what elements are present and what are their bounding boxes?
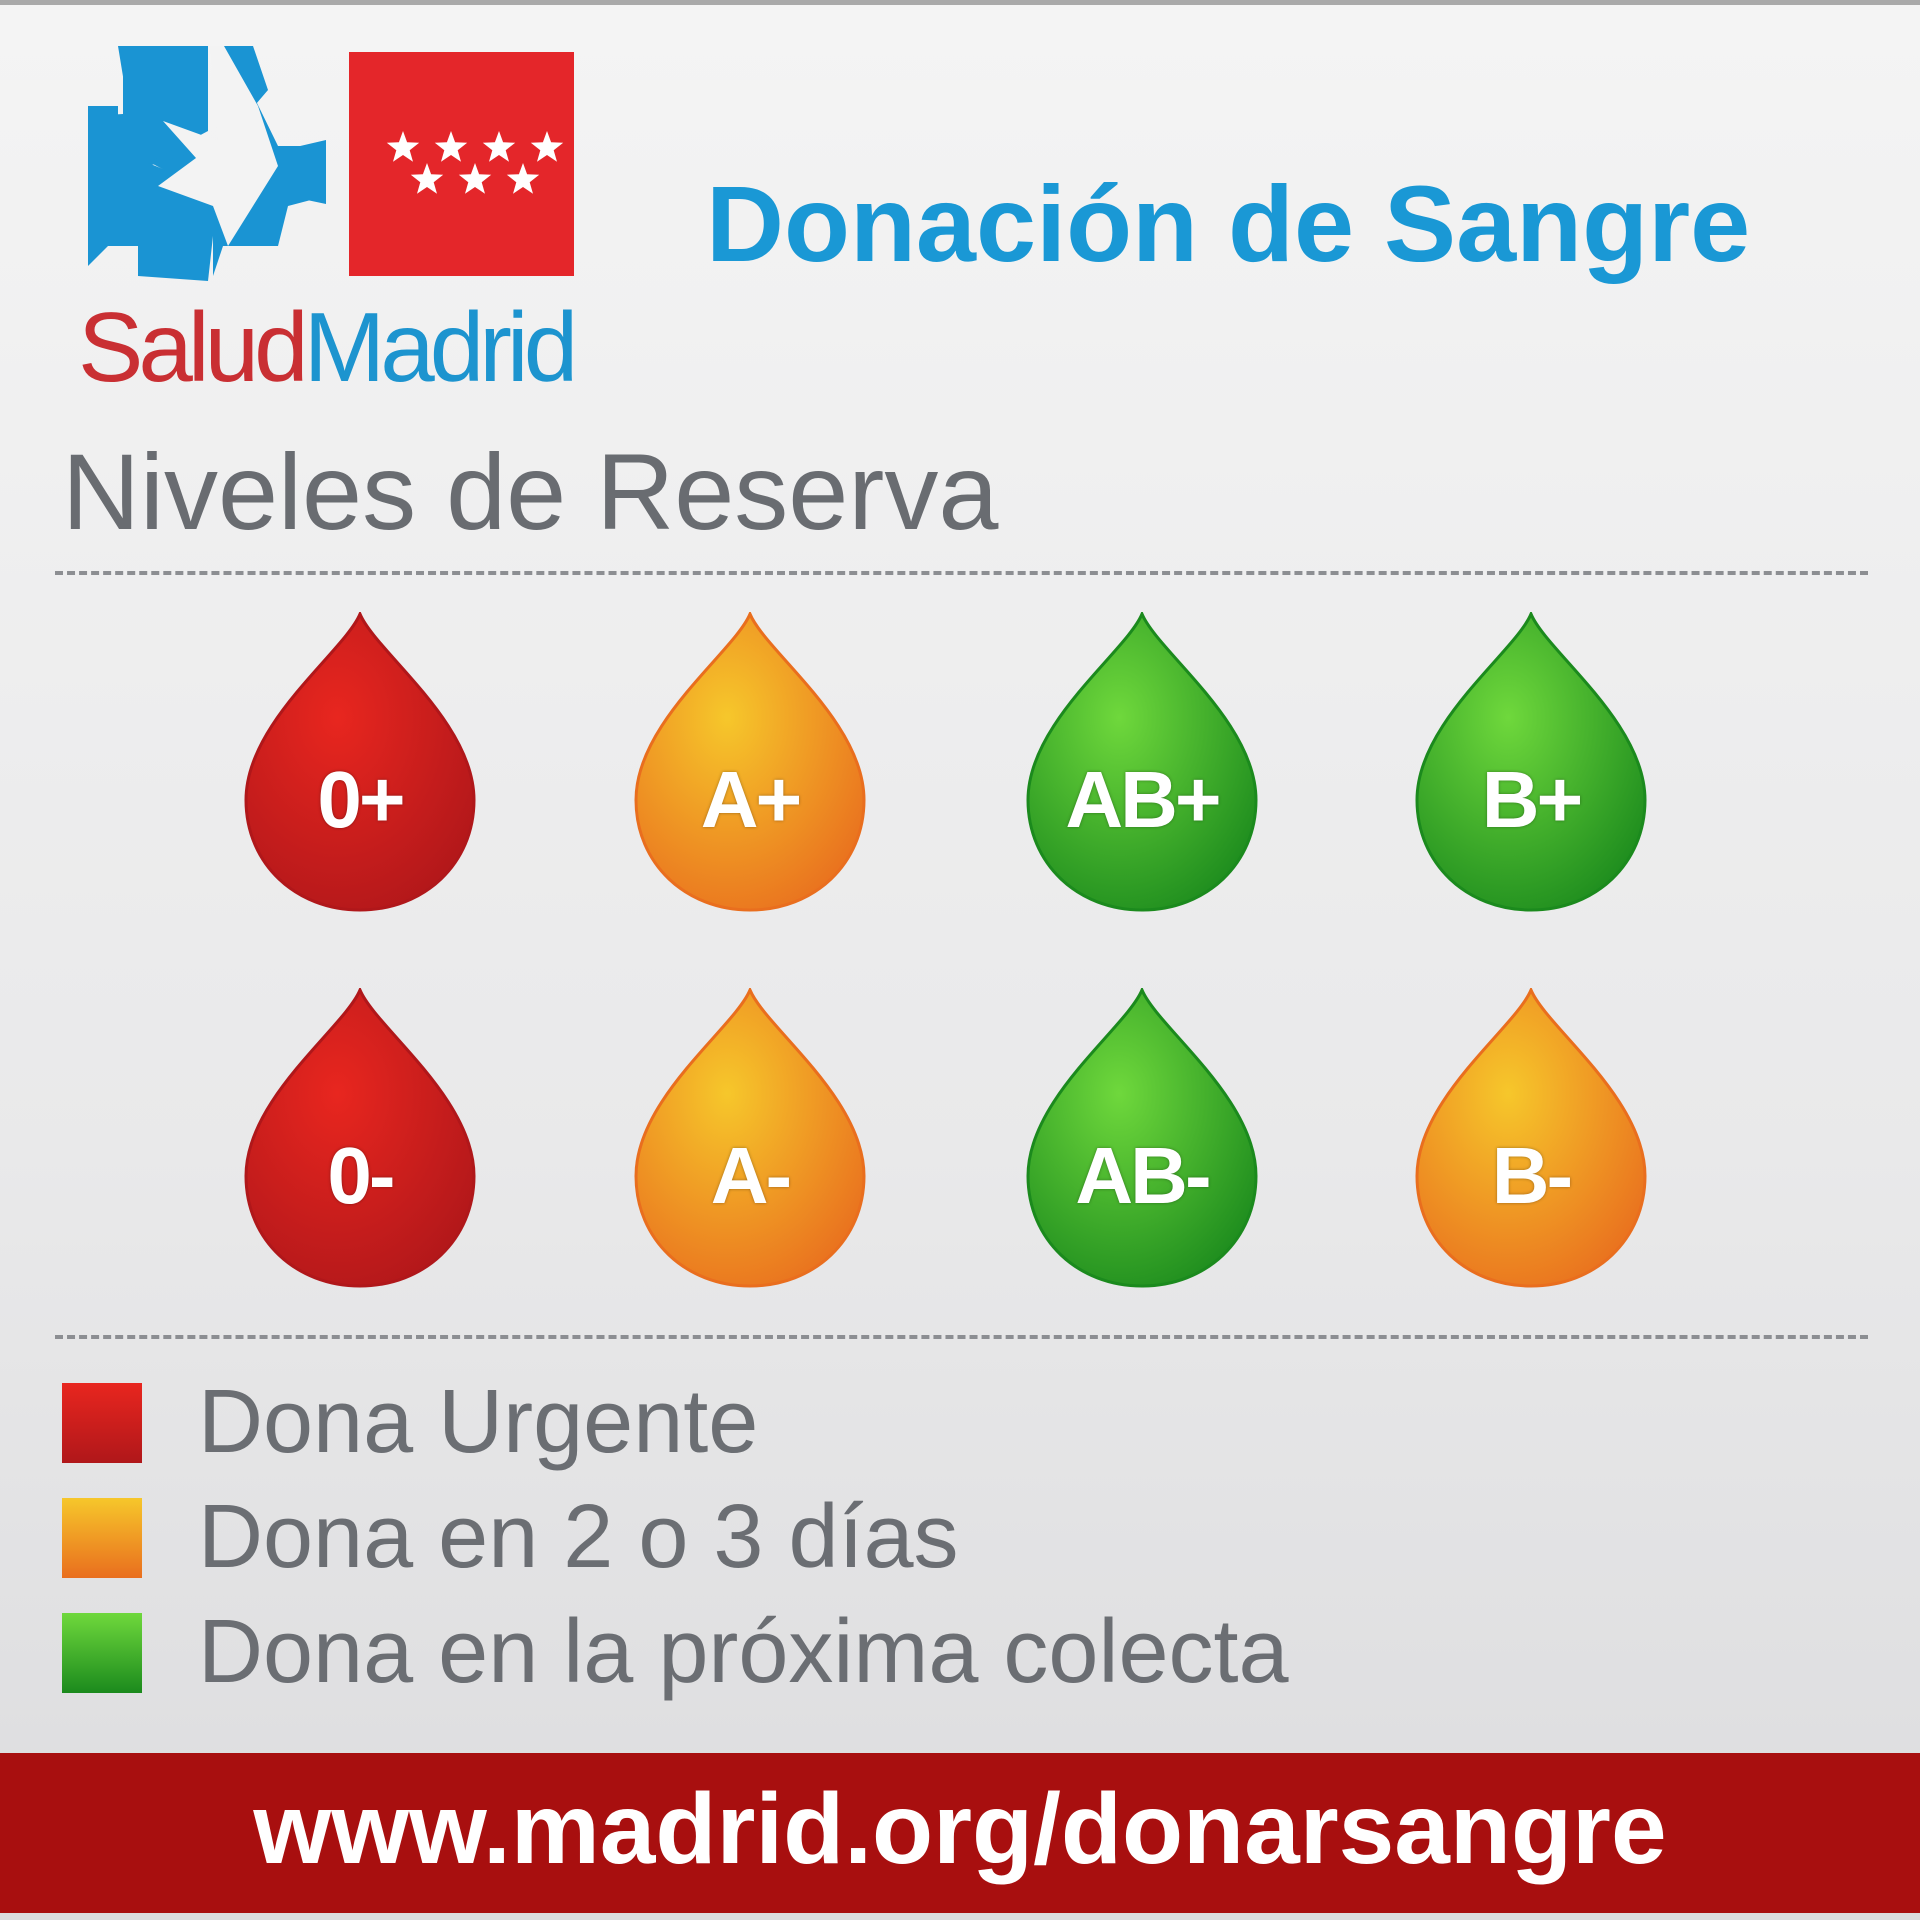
blood-drop-0pos: 0+ xyxy=(244,612,476,912)
legend-label: Dona en 2 o 3 días xyxy=(198,1487,959,1587)
page-title: Donación de Sangre xyxy=(706,163,1751,284)
legend-label: Dona en la próxima colecta xyxy=(198,1602,1289,1702)
blood-type-label: B- xyxy=(1491,1131,1573,1220)
star-icon xyxy=(530,131,564,162)
legend-swatch xyxy=(62,1383,142,1463)
salud-madrid-star-cross-logo xyxy=(88,46,326,281)
blood-type-label: AB- xyxy=(1075,1131,1211,1220)
seven-stars-icon xyxy=(386,131,564,194)
star-icon xyxy=(482,131,516,162)
blood-type-label: 0+ xyxy=(317,755,405,844)
blood-drop-icon xyxy=(244,988,476,1288)
blood-drop-icon xyxy=(244,612,476,912)
divider-bottom xyxy=(55,1335,1868,1339)
blood-drop-bneg: B- xyxy=(1415,988,1647,1288)
star-icon xyxy=(506,163,540,194)
blood-drop-aneg: A- xyxy=(634,988,866,1288)
wordmark-salud: Salud xyxy=(78,292,309,402)
blood-drop-icon xyxy=(634,612,866,912)
blood-type-label: A- xyxy=(710,1131,792,1220)
website-link[interactable]: www.madrid.org/donarsangre xyxy=(253,1773,1667,1885)
star-icon xyxy=(410,163,444,194)
blood-drop-icon xyxy=(1415,612,1647,912)
blood-type-label: AB+ xyxy=(1065,755,1221,844)
section-title: Niveles de Reserva xyxy=(62,431,999,552)
legend-swatch xyxy=(62,1498,142,1578)
blood-drop-icon xyxy=(634,988,866,1288)
salud-madrid-wordmark: SaludMadrid xyxy=(78,298,578,396)
wordmark-madrid: Madrid xyxy=(303,292,579,402)
blood-drop-icon xyxy=(1415,988,1647,1288)
star-icon xyxy=(386,131,420,162)
blood-drop-apos: A+ xyxy=(634,612,866,912)
blood-drop-abneg: AB- xyxy=(1026,988,1258,1288)
madrid-flag-logo xyxy=(349,52,574,276)
star-icon xyxy=(434,131,468,162)
blood-drop-icon xyxy=(1026,612,1258,912)
top-border xyxy=(0,0,1920,5)
footer-banner: www.madrid.org/donarsangre xyxy=(0,1753,1920,1913)
blood-drop-0neg: 0- xyxy=(244,988,476,1288)
divider-top xyxy=(55,571,1868,575)
blood-drop-icon xyxy=(1026,988,1258,1288)
blood-drop-bpos: B+ xyxy=(1415,612,1647,912)
legend-label: Dona Urgente xyxy=(198,1372,759,1472)
blood-type-label: A+ xyxy=(700,755,803,844)
blood-type-label: B+ xyxy=(1481,755,1584,844)
blood-type-label: 0- xyxy=(327,1131,395,1220)
blood-drop-abpos: AB+ xyxy=(1026,612,1258,912)
legend-swatch xyxy=(62,1613,142,1693)
star-icon xyxy=(458,163,492,194)
